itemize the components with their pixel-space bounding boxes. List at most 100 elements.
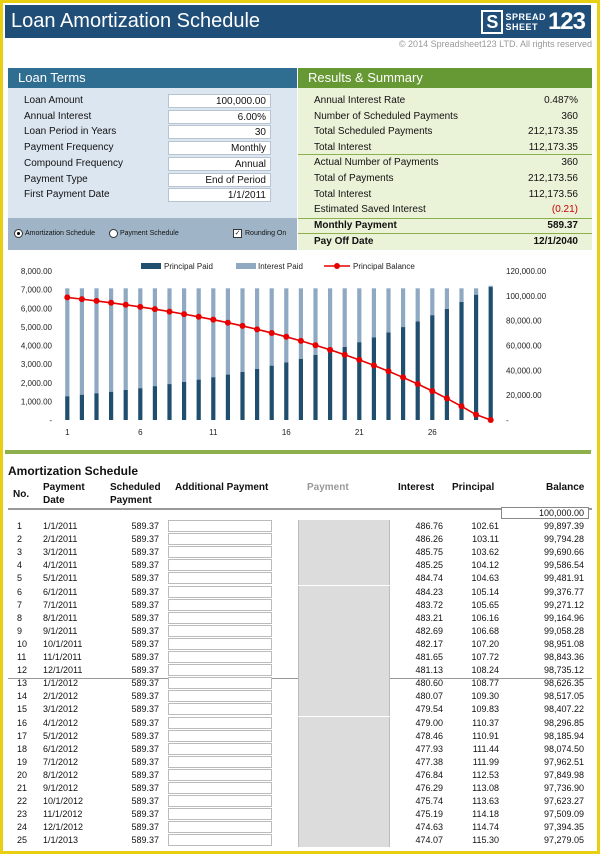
additional-payment-input[interactable] <box>168 808 272 821</box>
loan-term-input[interactable]: 100,000.00 <box>168 94 271 108</box>
result-row: Monthly Payment 589.37 <box>298 219 592 234</box>
payment-cell <box>298 821 390 835</box>
y-left-tick-label: 7,000.00 <box>21 286 53 295</box>
additional-payment-input[interactable] <box>168 768 272 781</box>
additional-payment-input[interactable] <box>168 611 272 624</box>
additional-payment-input[interactable] <box>168 651 272 663</box>
additional-payment-input[interactable] <box>168 795 272 808</box>
result-row: Total Scheduled Payments 212,173.35 <box>298 125 592 140</box>
principal-bar <box>313 354 318 420</box>
payment-schedule-option[interactable]: Payment Schedule <box>109 229 179 238</box>
interest-bar <box>357 288 362 343</box>
principal-value: 110.37 <box>472 717 499 728</box>
additional-payment-input[interactable] <box>168 572 272 585</box>
amortization-schedule-option[interactable]: Amortization Schedule <box>14 229 95 238</box>
interest-value: 479.00 <box>415 717 443 728</box>
interest-value: 477.38 <box>415 756 443 767</box>
additional-payment-input[interactable] <box>168 520 272 532</box>
additional-payment-input[interactable] <box>168 546 272 559</box>
additional-payment-input[interactable] <box>168 585 272 598</box>
payment-cell <box>298 559 390 573</box>
row-number: 3 <box>17 547 23 558</box>
principal-value: 115.30 <box>472 835 499 846</box>
additional-payment-input[interactable] <box>168 703 272 716</box>
additional-payment-input[interactable] <box>168 716 272 729</box>
balance-value: 99,164.96 <box>543 612 584 623</box>
y-left-tick-label: - <box>49 416 52 425</box>
payment-date: 1/1/2012 <box>43 678 79 689</box>
additional-payment-input[interactable] <box>168 664 272 677</box>
row-number: 2 <box>17 534 23 545</box>
y-right-tick-label: 80,000.00 <box>506 317 542 326</box>
checkbox-checked-icon[interactable]: ✓ <box>233 229 242 238</box>
loan-term-input[interactable]: 1/1/2011 <box>168 188 271 203</box>
additional-payment-input[interactable] <box>168 742 272 755</box>
balance-value: 97,394.35 <box>543 822 584 833</box>
loan-term-input[interactable]: Annual <box>168 156 271 171</box>
balance-value: 98,185.94 <box>543 730 584 741</box>
principal-bar <box>79 394 84 420</box>
table-row: 5 5/1/2011 589.37 484.74 104.63 99,481.91 <box>8 572 592 586</box>
row-number: 22 <box>17 796 28 807</box>
principal-value: 109.30 <box>471 691 499 702</box>
table-row: 9 9/1/2011 589.37 482.69 106.68 99,058.28 <box>8 624 592 638</box>
interest-value: 483.21 <box>415 612 443 623</box>
principal-balance-point <box>210 316 217 323</box>
payment-date: 3/1/2011 <box>43 547 78 558</box>
radio-unselected-icon[interactable] <box>109 229 118 238</box>
additional-payment-input[interactable] <box>168 834 272 847</box>
interest-value: 475.74 <box>415 796 443 807</box>
additional-payment-input[interactable] <box>168 782 272 794</box>
interest-bar <box>94 288 99 394</box>
principal-balance-point <box>239 322 246 329</box>
principal-bar <box>65 396 70 420</box>
payment-date: 8/1/2011 <box>43 612 78 623</box>
loan-term-input[interactable]: End of Period <box>168 172 271 187</box>
principal-bar <box>109 391 114 420</box>
payment-cell <box>298 624 390 638</box>
additional-payment-input[interactable] <box>168 598 272 611</box>
payment-date: 1/1/2011 <box>43 521 78 531</box>
interest-value: 474.63 <box>415 822 443 833</box>
table-row: 8 8/1/2011 589.37 483.21 106.16 99,164.96 <box>8 611 592 625</box>
interest-bar <box>371 288 376 338</box>
payment-cell <box>298 768 390 782</box>
additional-payment-input[interactable] <box>168 729 272 742</box>
additional-payment-input[interactable] <box>168 533 272 546</box>
result-label: Pay Off Date <box>314 236 374 247</box>
legend-principal-label: Principal Paid <box>164 262 213 271</box>
balance-value: 97,849.98 <box>543 769 584 780</box>
loan-term-input[interactable]: 6.00% <box>168 109 271 124</box>
additional-payment-input[interactable] <box>168 690 272 703</box>
loan-term-input[interactable]: Monthly <box>168 141 271 156</box>
payment-date: 1/1/2013 <box>43 835 79 846</box>
principal-balance-point <box>473 411 480 418</box>
loan-term-input[interactable]: 30 <box>168 125 271 140</box>
additional-payment-input[interactable] <box>168 559 272 572</box>
balance-value: 98,843.36 <box>543 652 584 662</box>
additional-payment-input[interactable] <box>168 637 272 650</box>
result-label: Monthly Payment <box>314 220 397 231</box>
principal-bar <box>123 389 128 420</box>
row-number: 8 <box>17 612 23 623</box>
result-value: 0.487% <box>544 95 578 106</box>
balance-value: 99,271.12 <box>543 599 584 610</box>
scheduled-payment: 589.37 <box>131 678 159 689</box>
interest-bar <box>182 288 187 383</box>
result-row: Annual Interest Rate 0.487% <box>298 94 592 109</box>
balance-value: 97,962.51 <box>543 756 584 767</box>
rounding-on-option[interactable]: ✓ Rounding On <box>233 229 287 238</box>
radio-selected-icon[interactable] <box>14 229 23 238</box>
payment-date: 5/1/2012 <box>43 730 79 741</box>
interest-value: 481.13 <box>415 665 443 676</box>
additional-payment-input[interactable] <box>168 624 272 637</box>
additional-payment-input[interactable] <box>168 677 272 690</box>
scheduled-payment: 589.37 <box>131 586 159 597</box>
principal-balance-point <box>458 403 465 410</box>
additional-payment-input[interactable] <box>168 821 272 834</box>
additional-payment-input[interactable] <box>168 755 272 768</box>
interest-value: 483.72 <box>415 599 443 610</box>
row-number: 20 <box>17 769 28 780</box>
principal-value: 111.99 <box>472 756 499 767</box>
title-bar: Loan Amortization Schedule S SPREAD SHEE… <box>5 5 591 38</box>
